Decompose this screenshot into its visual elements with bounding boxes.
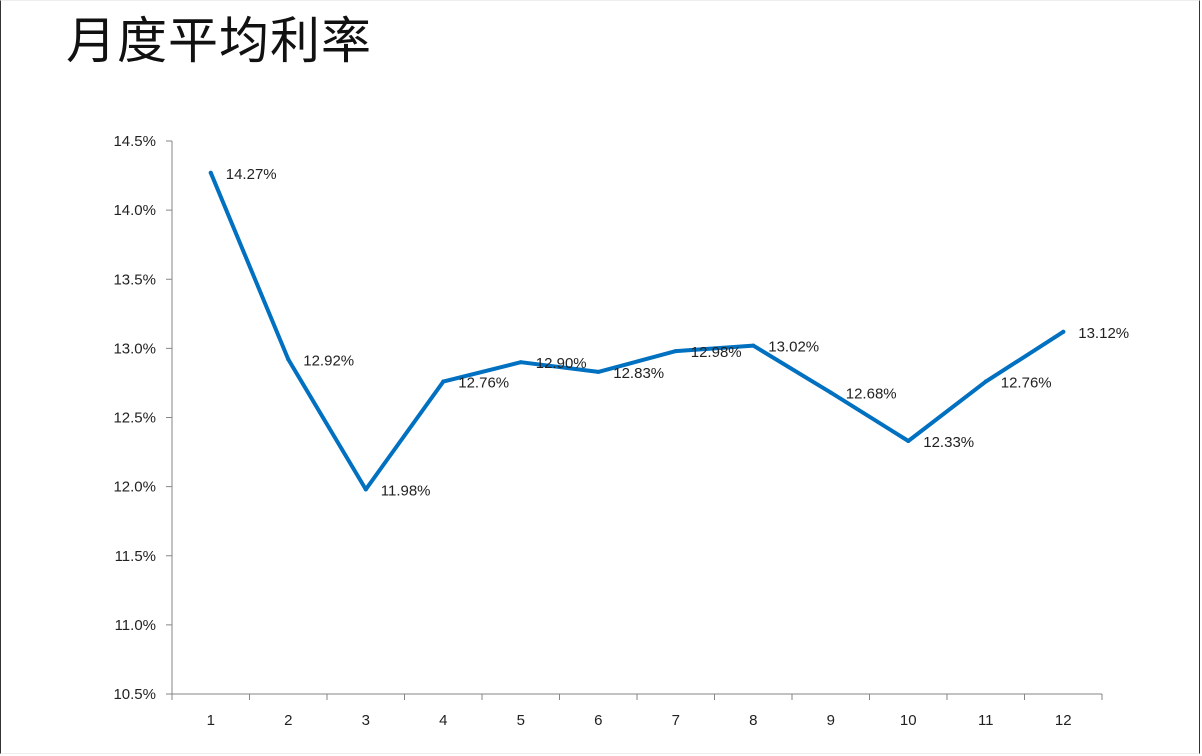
y-tick-label: 13.0% [113, 340, 156, 357]
data-point [363, 487, 368, 492]
data-point [751, 343, 756, 348]
page-title: 月度平均利率 [66, 12, 372, 70]
x-tick-label: 6 [594, 712, 602, 729]
data-label: 14.27% [226, 166, 277, 183]
data-label: 13.02% [768, 339, 819, 356]
y-tick-label: 14.0% [113, 202, 156, 219]
data-label: 12.92% [303, 352, 354, 369]
y-tick-label: 11.0% [115, 617, 156, 634]
x-tick-label: 2 [284, 712, 292, 729]
x-tick-label: 10 [900, 712, 917, 729]
data-point [1061, 329, 1066, 334]
y-tick-label: 12.0% [113, 479, 156, 496]
x-tick-label: 8 [749, 712, 757, 729]
y-tick-label: 14.5% [113, 133, 156, 150]
x-tick-label: 5 [517, 712, 525, 729]
data-point [983, 379, 988, 384]
data-point [208, 170, 213, 175]
data-point [518, 360, 523, 365]
x-tick-label: 11 [978, 712, 994, 729]
y-tick-label: 12.5% [113, 410, 156, 427]
y-tick-label: 13.5% [113, 271, 156, 288]
x-axis-ticks: 1 2 3 4 5 6 7 8 9 10 11 12 [171, 694, 1103, 729]
x-tick-label: 4 [439, 712, 447, 729]
series-group [208, 170, 1066, 492]
data-point [286, 357, 291, 362]
x-tick-label: 12 [1055, 712, 1072, 729]
data-point [828, 390, 833, 395]
data-label: 12.33% [923, 434, 974, 451]
data-point [906, 439, 911, 444]
x-tick-label: 9 [827, 712, 835, 729]
data-label: 13.12% [1078, 325, 1129, 342]
data-point [596, 369, 601, 374]
data-label: 12.83% [613, 365, 664, 382]
data-label: 12.98% [691, 344, 742, 361]
data-point [673, 349, 678, 354]
x-tick-label: 3 [362, 712, 370, 729]
y-axis-ticks: 10.5% 11.0% 11.5% 12.0% 12.5% 13.0% 13.5% 14.0%… [113, 133, 172, 703]
x-tick-label: 7 [672, 712, 680, 729]
data-label: 12.76% [458, 375, 509, 392]
data-point [441, 379, 446, 384]
data-label: 12.68% [846, 386, 897, 403]
y-tick-label: 11.5% [115, 548, 156, 565]
x-tick-label: 1 [207, 712, 215, 729]
data-labels: 14.27% 12.92% 11.98% 12.76% 12.90% 12.83% 12.9… [226, 166, 1129, 500]
data-label: 11.98% [381, 482, 431, 499]
data-label: 12.90% [536, 355, 587, 372]
y-tick-label: 10.5% [113, 686, 156, 703]
series-line [208, 170, 1066, 492]
data-label: 12.76% [1001, 375, 1052, 392]
